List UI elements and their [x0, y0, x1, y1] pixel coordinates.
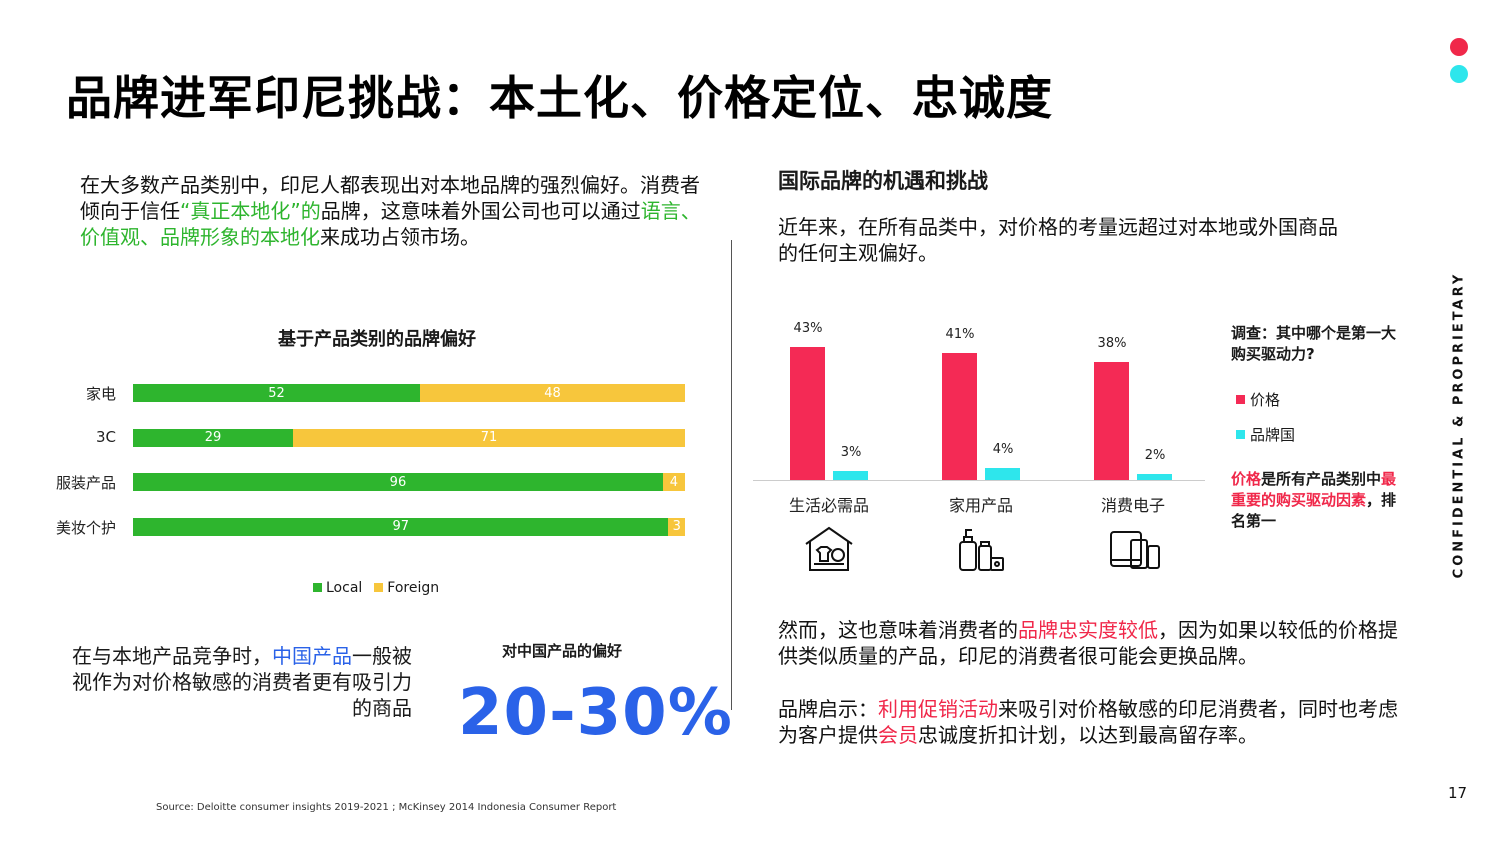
price-bar	[1094, 362, 1129, 480]
legend-swatch-foreign	[374, 583, 384, 592]
implication-text-2: 来吸引对价格敏感的印尼消费者，同时也考虑为客户提供	[778, 697, 1398, 747]
price-bar	[790, 347, 825, 480]
category-label: 美妆个护	[55, 518, 116, 537]
chart-baseline	[753, 480, 1205, 481]
source-note: Source: Deloitte consumer insights 2019-…	[156, 802, 617, 813]
red-dot-icon	[1450, 38, 1468, 56]
stacked-bar: 29 71	[133, 428, 685, 447]
local-bar-segment: 52	[133, 384, 421, 402]
foreign-bar-segment: 71	[293, 428, 685, 447]
bar-value-label: 2%	[1144, 447, 1166, 463]
foreign-bar-segment: 3	[668, 517, 685, 536]
left-intro-text-1: 在大多数产品类别中，印尼人都表现出对本地品牌的强烈偏好。消费者倾向于信任	[80, 173, 700, 223]
implication-text-1: 品牌启示：	[778, 697, 878, 721]
local-bar-segment: 97	[133, 517, 669, 536]
legend-item-foreign: Foreign	[374, 580, 439, 596]
local-bar-segment: 96	[133, 473, 663, 491]
legend-item-brand-country: 品牌国	[1236, 424, 1295, 445]
china-text-1: 在与本地产品竞争时，	[72, 644, 272, 668]
bar-value-label: 43%	[793, 321, 823, 336]
right-heading: 国际品牌的机遇和挑战	[778, 169, 988, 193]
category-label: 服装产品	[55, 474, 116, 492]
right-intro-paragraph: 近年来，在所有品类中，对价格的考量远超过对本地或外国商品的任何主观偏好。	[778, 215, 1338, 265]
legend-swatch-local	[313, 583, 322, 592]
legend-swatch-price	[1236, 395, 1245, 404]
china-preference-percentage: 20-30%	[458, 676, 733, 750]
foreign-bar-segment: 48	[420, 384, 685, 402]
stacked-bar: 96 4	[133, 473, 685, 491]
legend-item-local: Local	[313, 580, 362, 596]
price-bar	[942, 353, 977, 480]
consumer-electronics-icon	[1110, 531, 1160, 569]
loyalty-text-2: ，因为如果以较低的价格提供类似质量的产品，印尼的消费者很可能会更换品牌。	[778, 618, 1398, 668]
insight-text-1: 是所有产品类别中	[1261, 470, 1382, 488]
left-intro-highlight-2: 语言、价值观、品牌形象的本地化	[80, 199, 701, 249]
bar-value-label: 41%	[945, 327, 975, 343]
implication-highlight-1: 利用促销活动	[878, 697, 998, 721]
brand-country-bar	[833, 470, 868, 480]
category-label: 生活必需品	[788, 496, 869, 515]
brand-country-bar	[1137, 473, 1172, 480]
left-intro-text-3: 来成功占领市场。	[320, 225, 480, 249]
implication-highlight-2: 会员	[878, 723, 918, 747]
survey-question: 调查：其中哪个是第一大购买驱动力?	[1231, 324, 1397, 363]
bar-value-label: 38%	[1097, 336, 1127, 352]
vertical-divider	[731, 240, 732, 710]
china-products-paragraph: 在与本地产品竞争时，中国产品一般被视作为对价格敏感的消费者更有吸引力的商品	[60, 643, 412, 721]
bar-value-label: 3%	[840, 444, 862, 460]
local-bar-segment: 29	[133, 428, 294, 447]
page-number: 17	[1448, 784, 1468, 802]
brand-preference-legend: Local Foreign	[313, 580, 439, 596]
stacked-bar: 97 3	[133, 517, 685, 536]
china-highlight: 中国产品	[272, 644, 352, 668]
stacked-bar: 52 48	[133, 384, 685, 402]
legend-label-foreign: Foreign	[387, 580, 440, 596]
china-preference-label: 对中国产品的偏好	[502, 642, 623, 660]
legend-label-brand-country: 品牌国	[1250, 426, 1296, 444]
insight-highlight-1: 价格	[1231, 470, 1262, 488]
category-label: 家用产品	[948, 496, 1013, 515]
cyan-dot-icon	[1450, 65, 1468, 83]
household-essentials-icon	[805, 526, 853, 571]
category-label: 家电	[85, 385, 116, 403]
left-intro-text-2: 品牌，这意味着外国公司也可以通过	[320, 199, 641, 223]
home-care-products-icon	[959, 529, 1004, 571]
confidential-label: CONFIDENTIAL & PROPRIETARY	[1451, 271, 1467, 579]
bar-value-label: 4%	[992, 441, 1014, 457]
brand-country-bar	[985, 467, 1020, 480]
price-insight: 价格是所有产品类别中最重要的购买驱动因素，排名第一	[1231, 469, 1411, 532]
left-intro-paragraph: 在大多数产品类别中，印尼人都表现出对本地品牌的强烈偏好。消费者倾向于信任“真正本…	[80, 172, 705, 250]
legend-swatch-brand-country	[1236, 430, 1245, 439]
page-title: 品牌进军印尼挑战：本土化、价格定位、忠诚度	[66, 71, 1053, 125]
legend-label-price: 价格	[1250, 391, 1281, 409]
insight-text-2: ，排名第一	[1231, 491, 1397, 530]
legend-label-local: Local	[326, 580, 363, 596]
category-label: 3C	[95, 427, 116, 446]
loyalty-highlight: 品牌忠实度较低	[1018, 618, 1158, 642]
loyalty-text-1: 然而，这也意味着消费者的	[778, 618, 1018, 642]
left-intro-highlight-1: “真正本地化”的	[180, 199, 321, 223]
china-text-2: 一般被视作为对价格敏感的消费者更有吸引力的商品	[72, 644, 412, 720]
legend-item-price: 价格	[1236, 389, 1280, 410]
brand-preference-chart-title: 基于产品类别的品牌偏好	[278, 329, 476, 350]
loyalty-paragraph: 然而，这也意味着消费者的品牌忠实度较低，因为如果以较低的价格提供类似质量的产品，…	[778, 617, 1398, 669]
implication-text-3: 忠诚度折扣计划，以达到最高留存率。	[918, 723, 1258, 747]
insight-highlight-2: 最重要的购买驱动因素	[1231, 470, 1397, 509]
category-label: 消费电子	[1100, 496, 1165, 515]
brand-implication-paragraph: 品牌启示：利用促销活动来吸引对价格敏感的印尼消费者，同时也考虑为客户提供会员忠诚…	[778, 696, 1398, 748]
foreign-bar-segment: 4	[662, 473, 685, 491]
